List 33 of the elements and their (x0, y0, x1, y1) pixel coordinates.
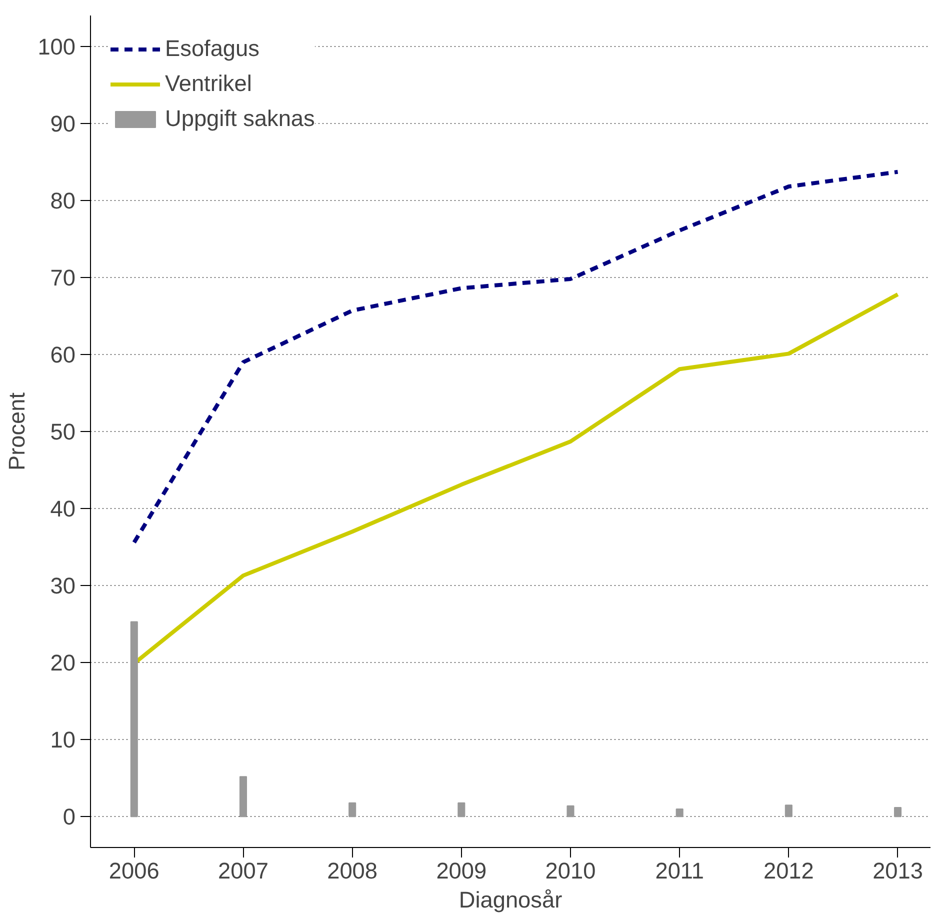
legend-label: Uppgift saknas (165, 105, 315, 132)
bar (458, 802, 466, 818)
x-axis-title: Diagnosår (458, 886, 563, 912)
bar (676, 808, 684, 818)
y-tick-label: 60 (50, 341, 76, 368)
bar (239, 776, 247, 818)
y-tick-label: 100 (38, 33, 76, 60)
bar (130, 621, 138, 818)
line-series (132, 170, 900, 544)
y-tick-label: 40 (50, 496, 76, 522)
bar (784, 804, 792, 818)
y-tick-label: 20 (50, 650, 76, 676)
y-tick-label: 80 (50, 187, 76, 214)
x-tick-label: 2008 (327, 858, 378, 884)
bar (348, 802, 356, 818)
x-tick-label: 2009 (436, 858, 487, 884)
x-tick-label: 2010 (545, 858, 596, 884)
y-tick-label: 90 (50, 110, 76, 136)
x-tick-label: 2013 (872, 858, 923, 884)
x-tick-label: 2011 (655, 858, 704, 884)
y-tick-label: 0 (62, 804, 76, 830)
x-tick-label: 2006 (108, 858, 160, 884)
x-tick-label: 2007 (218, 858, 268, 884)
y-axis-title: Procent (4, 392, 30, 471)
legend-label: Esofagus (165, 35, 260, 62)
y-tick-label: 30 (50, 572, 76, 599)
bar (894, 806, 902, 818)
y-tick-label: 70 (50, 264, 76, 290)
legend-label: Ventrikel (165, 70, 252, 97)
x-tick-label: 2012 (763, 858, 814, 884)
bar (566, 805, 574, 818)
y-tick-label: 10 (50, 726, 76, 753)
y-tick-label: 50 (50, 418, 76, 444)
